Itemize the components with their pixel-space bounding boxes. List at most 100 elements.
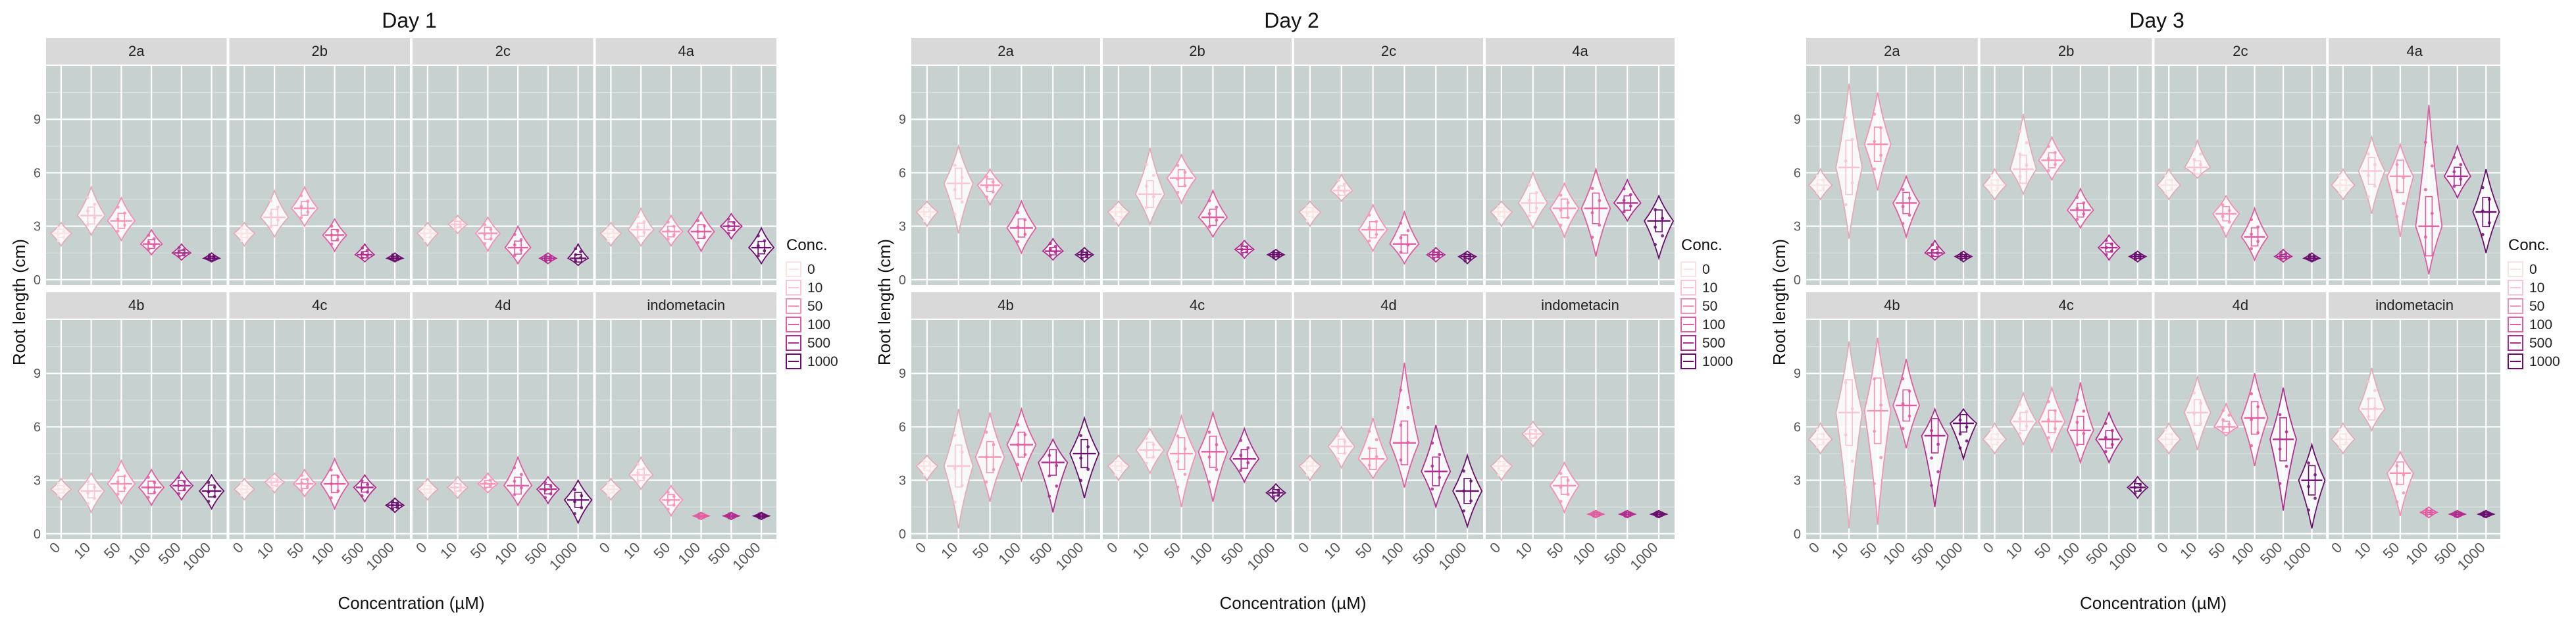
data-point bbox=[2221, 215, 2225, 219]
y-tick-label: 9 bbox=[34, 113, 41, 127]
data-point bbox=[1430, 441, 1434, 445]
violin-1000 bbox=[385, 252, 405, 263]
data-point bbox=[1055, 463, 1059, 467]
data-point bbox=[1879, 153, 1883, 157]
data-point bbox=[2307, 461, 2310, 465]
x-tick-label: 0 bbox=[1295, 539, 1312, 556]
data-point bbox=[1305, 205, 1309, 209]
data-point bbox=[1367, 429, 1371, 433]
facet-panel bbox=[1980, 66, 2152, 285]
data-point bbox=[1336, 457, 1340, 461]
data-point bbox=[1367, 446, 1371, 450]
violin-10 bbox=[2184, 138, 2211, 179]
data-point bbox=[672, 494, 676, 498]
violin-0 bbox=[1298, 454, 1322, 482]
data-point bbox=[519, 238, 523, 242]
data-point bbox=[2250, 218, 2254, 222]
data-point bbox=[2104, 253, 2108, 257]
data-point bbox=[1566, 492, 1570, 496]
violin-500 bbox=[2273, 248, 2294, 263]
violin-1000 bbox=[198, 473, 225, 511]
x-tick-label: 1000 bbox=[1627, 539, 1661, 573]
data-point bbox=[1844, 159, 1848, 163]
violin-0 bbox=[1982, 168, 2008, 201]
x-tick-label: 500 bbox=[1409, 539, 1438, 568]
data-point bbox=[636, 471, 640, 475]
chart-title: Day 2 bbox=[1264, 9, 1319, 32]
data-point bbox=[2046, 145, 2050, 148]
data-point bbox=[1399, 423, 1403, 427]
facet-label: 2b bbox=[1189, 43, 1205, 59]
data-point bbox=[147, 234, 151, 237]
facet-2c: 2c bbox=[1294, 38, 1483, 285]
x-tick-label: 500 bbox=[1218, 539, 1247, 568]
data-point bbox=[2307, 508, 2310, 512]
violin-1000 bbox=[1069, 415, 1100, 498]
data-point bbox=[2192, 147, 2196, 151]
data-point bbox=[642, 220, 646, 224]
data-point bbox=[1276, 488, 1280, 492]
data-point bbox=[1622, 210, 1626, 214]
violin-500 bbox=[2269, 387, 2297, 511]
y-tick-label: 3 bbox=[899, 220, 906, 234]
x-tick-label: 50 bbox=[969, 539, 992, 562]
violin-500 bbox=[2443, 143, 2471, 199]
violin-10 bbox=[77, 471, 105, 514]
data-point bbox=[1438, 476, 1442, 479]
data-point bbox=[928, 209, 932, 212]
data-point bbox=[2395, 464, 2399, 468]
data-point bbox=[579, 256, 582, 259]
data-point bbox=[2313, 473, 2317, 477]
data-point bbox=[1114, 473, 1118, 477]
data-point bbox=[123, 211, 126, 215]
data-point bbox=[1559, 471, 1563, 475]
data-point bbox=[2313, 496, 2317, 500]
data-point bbox=[1239, 454, 1243, 457]
data-point bbox=[453, 492, 457, 495]
violin-500 bbox=[171, 243, 192, 261]
data-point bbox=[1023, 432, 1027, 436]
data-point bbox=[984, 430, 988, 434]
data-point bbox=[153, 481, 157, 484]
violin-10 bbox=[627, 207, 655, 248]
x-tick-label: 100 bbox=[2402, 539, 2431, 568]
data-point bbox=[2250, 392, 2254, 396]
violin-0 bbox=[1982, 422, 2008, 455]
data-point bbox=[459, 488, 462, 492]
data-point bbox=[57, 493, 61, 497]
x-tick-label: 50 bbox=[284, 539, 307, 562]
data-point bbox=[336, 489, 340, 493]
data-point bbox=[2423, 188, 2427, 192]
data-point bbox=[1114, 219, 1118, 222]
data-point bbox=[245, 236, 249, 240]
data-point bbox=[1048, 454, 1051, 457]
violin-0 bbox=[599, 221, 622, 248]
facet-panel bbox=[2329, 66, 2500, 285]
y-axis-label: Root length (cm) bbox=[9, 239, 29, 365]
data-point bbox=[1145, 461, 1148, 465]
violin-500 bbox=[1921, 407, 1949, 508]
data-point bbox=[245, 490, 249, 494]
data-point bbox=[245, 484, 249, 488]
data-point bbox=[391, 508, 395, 511]
violin-0 bbox=[2156, 168, 2182, 201]
data-point bbox=[928, 215, 932, 219]
data-point bbox=[1815, 445, 1819, 449]
data-point bbox=[1963, 256, 1967, 260]
y-tick-label: 9 bbox=[1794, 113, 1801, 127]
data-point bbox=[306, 210, 310, 214]
y-tick-label: 9 bbox=[34, 367, 41, 381]
data-point bbox=[1996, 178, 2000, 182]
data-point bbox=[2402, 491, 2406, 495]
data-point bbox=[395, 254, 399, 258]
data-point bbox=[549, 492, 553, 496]
violin-100 bbox=[1892, 359, 1921, 449]
data-point bbox=[2395, 500, 2399, 504]
violin-0 bbox=[1807, 168, 1833, 201]
x-tick-label: 1000 bbox=[1931, 539, 1965, 573]
data-point bbox=[763, 239, 767, 243]
legend-label: 500 bbox=[807, 336, 830, 351]
